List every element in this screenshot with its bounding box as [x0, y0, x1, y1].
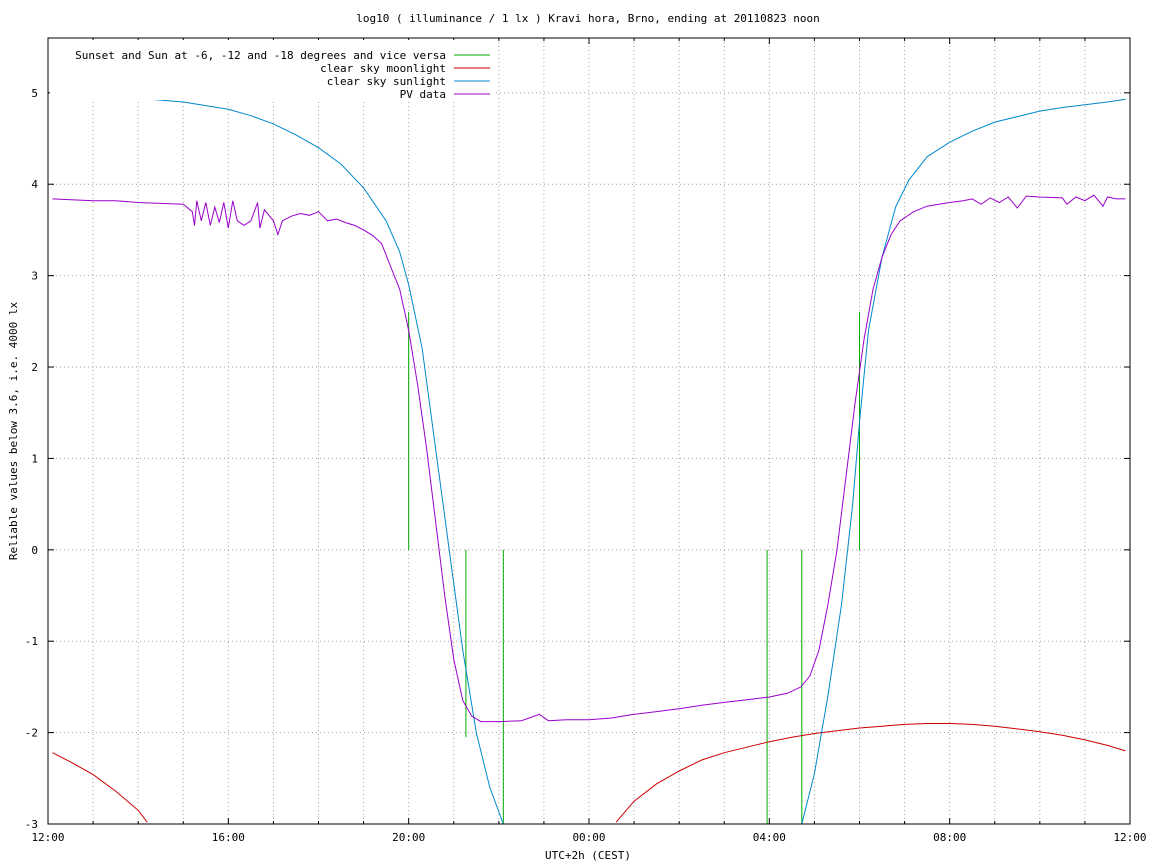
y-tick-label: 1	[31, 452, 38, 465]
y-tick-label: 0	[31, 544, 38, 557]
y-tick-label: 3	[31, 270, 38, 283]
y-tick-label: 2	[31, 361, 38, 374]
x-tick-label: 08:00	[933, 831, 966, 844]
x-tick-label: 12:00	[31, 831, 64, 844]
x-tick-label: 16:00	[212, 831, 245, 844]
legend-label: Sunset and Sun at -6, -12 and -18 degree…	[75, 49, 446, 62]
x-tick-label: 12:00	[1113, 831, 1146, 844]
y-axis-label: Reliable values below 3.6, i.e. 4000 lx	[7, 301, 20, 560]
y-tick-label: 5	[31, 87, 38, 100]
y-tick-label: -2	[25, 727, 38, 740]
x-axis-label: UTC+2h (CEST)	[545, 849, 631, 862]
pv-data-line	[52, 194, 1126, 723]
chart-title: log10 ( illuminance / 1 lx ) Kravi hora,…	[356, 12, 820, 25]
legend-label: clear sky moonlight	[320, 62, 446, 75]
legend-label: clear sky sunlight	[327, 75, 446, 88]
y-tick-label: -3	[25, 818, 38, 831]
legend-label: PV data	[400, 88, 446, 101]
y-tick-label: 4	[31, 178, 38, 191]
x-tick-label: 04:00	[753, 831, 786, 844]
x-tick-label: 20:00	[392, 831, 425, 844]
x-tick-label: 00:00	[572, 831, 605, 844]
y-tick-label: -1	[25, 635, 38, 648]
legend: Sunset and Sun at -6, -12 and -18 degree…	[50, 40, 495, 101]
clear-sky-moonlight-line	[52, 723, 1126, 823]
ticks: 12:00 16:00 20:00 00:00 04:00 08:00 12:00-3-2-…	[25, 38, 1147, 844]
legend-background	[50, 40, 495, 100]
plot-lines	[52, 95, 1126, 825]
clear-sky-sunlight-line	[52, 95, 1126, 825]
